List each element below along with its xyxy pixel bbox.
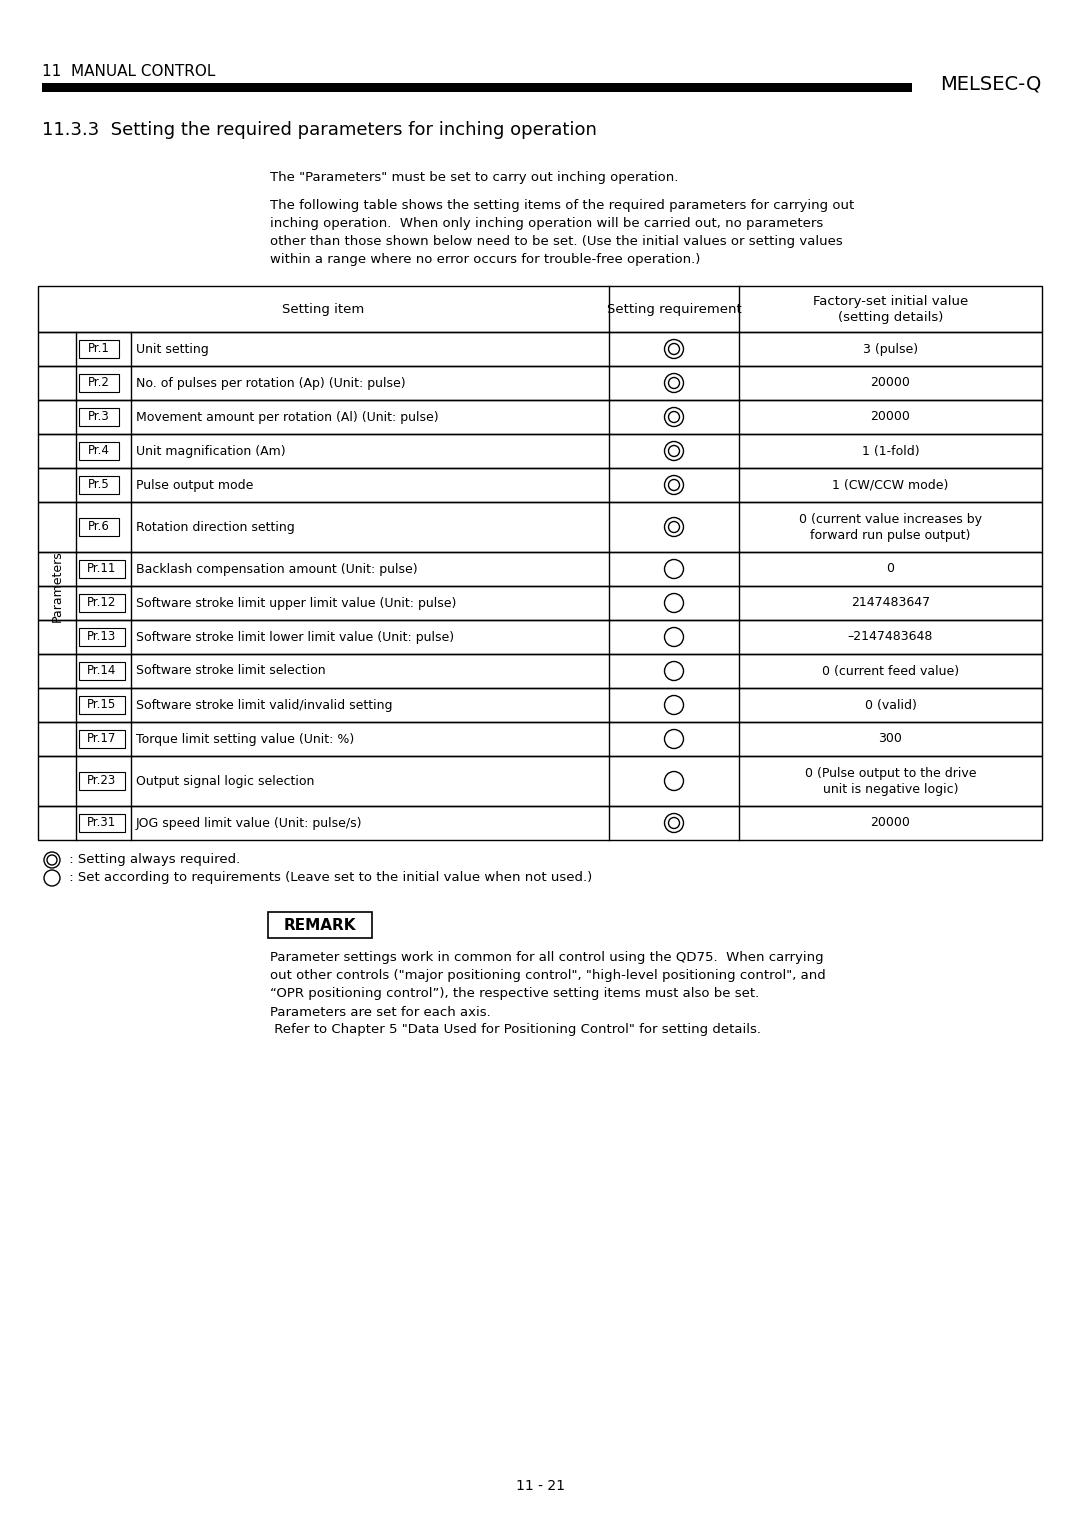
Text: Pr.14: Pr.14: [87, 665, 117, 677]
Bar: [38, 434, 1042, 468]
Text: MELSEC-Q: MELSEC-Q: [941, 75, 1042, 93]
Bar: [79, 814, 125, 833]
Text: Software stroke limit selection: Software stroke limit selection: [136, 665, 326, 677]
Text: 0: 0: [887, 562, 894, 576]
Text: Pr.11: Pr.11: [87, 562, 117, 576]
Text: within a range where no error occurs for trouble-free operation.): within a range where no error occurs for…: [270, 254, 700, 266]
Text: Torque limit setting value (Unit: %): Torque limit setting value (Unit: %): [136, 732, 354, 746]
Text: Unit setting: Unit setting: [136, 342, 208, 356]
Text: Pr.31: Pr.31: [87, 816, 117, 830]
Bar: [38, 400, 1042, 434]
Text: Parameters: Parameters: [51, 550, 64, 622]
Bar: [38, 367, 1042, 400]
Text: Rotation direction setting: Rotation direction setting: [136, 521, 295, 533]
Text: 20000: 20000: [870, 816, 910, 830]
Text: : Set according to requirements (Leave set to the initial value when not used.): : Set according to requirements (Leave s…: [65, 871, 592, 885]
Text: Software stroke limit upper limit value (Unit: pulse): Software stroke limit upper limit value …: [136, 596, 457, 610]
Bar: [79, 341, 119, 358]
Text: 0 (valid): 0 (valid): [865, 698, 917, 712]
Bar: [79, 772, 125, 790]
Text: 300: 300: [878, 732, 903, 746]
Text: Pr.12: Pr.12: [87, 596, 117, 610]
Text: REMARK: REMARK: [284, 917, 356, 932]
Text: forward run pulse output): forward run pulse output): [810, 530, 971, 542]
Bar: [38, 805, 1042, 840]
Bar: [79, 442, 119, 460]
Text: Parameters are set for each axis.: Parameters are set for each axis.: [270, 1005, 490, 1019]
Text: Backlash compensation amount (Unit: pulse): Backlash compensation amount (Unit: puls…: [136, 562, 418, 576]
Text: Setting item: Setting item: [282, 303, 365, 315]
Text: 1 (1-fold): 1 (1-fold): [862, 445, 919, 457]
Text: Pr.6: Pr.6: [89, 521, 110, 533]
Text: 0 (current feed value): 0 (current feed value): [822, 665, 959, 677]
Text: Pr.23: Pr.23: [87, 775, 117, 787]
Bar: [79, 695, 125, 714]
Text: (setting details): (setting details): [838, 312, 943, 324]
Text: 11  MANUAL CONTROL: 11 MANUAL CONTROL: [42, 64, 215, 79]
Bar: [38, 286, 1042, 332]
Text: Pulse output mode: Pulse output mode: [136, 478, 254, 492]
Bar: [79, 594, 125, 613]
Text: Pr.17: Pr.17: [87, 732, 117, 746]
Bar: [79, 559, 125, 578]
Text: “OPR positioning control”), the respective setting items must also be set.: “OPR positioning control”), the respecti…: [270, 987, 759, 1001]
Bar: [38, 756, 1042, 805]
Bar: [38, 552, 1042, 587]
Text: Refer to Chapter 5 "Data Used for Positioning Control" for setting details.: Refer to Chapter 5 "Data Used for Positi…: [270, 1024, 761, 1036]
Text: Unit magnification (Am): Unit magnification (Am): [136, 445, 285, 457]
Bar: [42, 83, 912, 92]
Text: Movement amount per rotation (Al) (Unit: pulse): Movement amount per rotation (Al) (Unit:…: [136, 411, 438, 423]
Bar: [38, 468, 1042, 503]
Bar: [38, 723, 1042, 756]
Bar: [79, 477, 119, 494]
Text: other than those shown below need to be set. (Use the initial values or setting : other than those shown below need to be …: [270, 235, 842, 249]
Text: Pr.5: Pr.5: [89, 478, 110, 492]
Bar: [38, 654, 1042, 688]
Text: 20000: 20000: [870, 411, 910, 423]
Text: unit is negative logic): unit is negative logic): [823, 784, 958, 796]
Bar: [38, 332, 1042, 367]
Text: 20000: 20000: [870, 376, 910, 390]
Text: Output signal logic selection: Output signal logic selection: [136, 775, 314, 787]
Text: 2147483647: 2147483647: [851, 596, 930, 610]
Text: 3 (pulse): 3 (pulse): [863, 342, 918, 356]
Bar: [38, 587, 1042, 620]
Bar: [38, 688, 1042, 723]
Bar: [79, 662, 125, 680]
Bar: [38, 503, 1042, 552]
Text: Pr.13: Pr.13: [87, 631, 117, 643]
Bar: [79, 730, 125, 749]
Text: Factory-set initial value: Factory-set initial value: [813, 295, 968, 307]
Text: –2147483648: –2147483648: [848, 631, 933, 643]
Text: Pr.15: Pr.15: [87, 698, 117, 712]
Bar: [268, 912, 372, 938]
Bar: [79, 374, 119, 393]
Bar: [79, 628, 125, 646]
Text: The "Parameters" must be set to carry out inching operation.: The "Parameters" must be set to carry ou…: [270, 171, 678, 185]
Text: Software stroke limit lower limit value (Unit: pulse): Software stroke limit lower limit value …: [136, 631, 454, 643]
Text: Parameter settings work in common for all control using the QD75.  When carrying: Parameter settings work in common for al…: [270, 952, 824, 964]
Bar: [79, 408, 119, 426]
Text: Setting requirement: Setting requirement: [607, 303, 741, 315]
Text: Pr.2: Pr.2: [89, 376, 110, 390]
Text: 11.3.3  Setting the required parameters for inching operation: 11.3.3 Setting the required parameters f…: [42, 121, 597, 139]
Text: Pr.3: Pr.3: [89, 411, 110, 423]
Text: : Setting always required.: : Setting always required.: [65, 854, 240, 866]
Text: out other controls ("major positioning control", "high-level positioning control: out other controls ("major positioning c…: [270, 969, 826, 983]
Bar: [79, 518, 119, 536]
Text: 1 (CW/CCW mode): 1 (CW/CCW mode): [833, 478, 948, 492]
Text: 0 (Pulse output to the drive: 0 (Pulse output to the drive: [805, 767, 976, 779]
Text: 0 (current value increases by: 0 (current value increases by: [799, 512, 982, 526]
Bar: [38, 620, 1042, 654]
Text: JOG speed limit value (Unit: pulse/s): JOG speed limit value (Unit: pulse/s): [136, 816, 363, 830]
Text: 11 - 21: 11 - 21: [515, 1479, 565, 1493]
Text: Pr.4: Pr.4: [89, 445, 110, 457]
Text: Software stroke limit valid/invalid setting: Software stroke limit valid/invalid sett…: [136, 698, 392, 712]
Text: inching operation.  When only inching operation will be carried out, no paramete: inching operation. When only inching ope…: [270, 217, 823, 231]
Text: The following table shows the setting items of the required parameters for carry: The following table shows the setting it…: [270, 200, 854, 212]
Text: No. of pulses per rotation (Ap) (Unit: pulse): No. of pulses per rotation (Ap) (Unit: p…: [136, 376, 406, 390]
Text: Pr.1: Pr.1: [89, 342, 110, 356]
